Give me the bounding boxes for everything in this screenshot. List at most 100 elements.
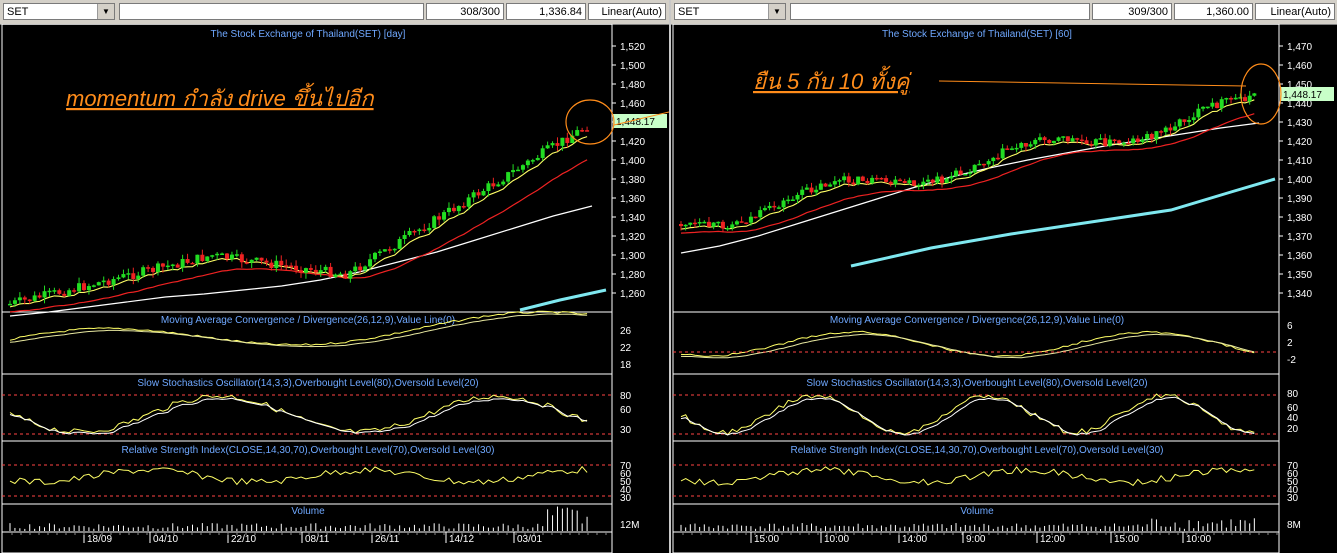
macd-tick-label: 26 [620, 326, 632, 337]
price-tick-label: 1,320 [620, 232, 645, 243]
candle-body [151, 267, 156, 272]
macd-tick-label: 2 [1287, 338, 1293, 349]
candle-body [758, 210, 763, 218]
candle-body [772, 205, 777, 208]
candle-body [832, 181, 837, 185]
candle-body [916, 184, 921, 187]
candle-body [210, 255, 215, 257]
candle-body [427, 227, 432, 231]
price-tick-label: 1,520 [620, 42, 645, 53]
annotation-pointer [938, 80, 1247, 87]
candle-body [1243, 97, 1248, 102]
candle-body [496, 184, 501, 187]
candle-body [239, 254, 244, 263]
candle-body [926, 179, 931, 182]
candle-body [540, 148, 545, 158]
date-tick-label: 9:00 [966, 534, 986, 545]
last-price-badge [1280, 87, 1334, 101]
stoch-tick-label: 80 [620, 391, 632, 402]
candle-body [1014, 147, 1019, 150]
candle-body [888, 181, 893, 185]
price-tick-label: 1,340 [1287, 289, 1312, 300]
candle-body [1056, 137, 1061, 141]
price-tick-label: 1,400 [620, 156, 645, 167]
last-price-badge [613, 114, 667, 128]
candle-body [32, 295, 37, 301]
candle-body [944, 178, 949, 183]
right-info-field [790, 3, 1090, 20]
candle-body [795, 194, 800, 200]
right-symbol-select[interactable]: SET ▼ [674, 3, 786, 20]
candle-body [215, 253, 220, 256]
price-tick-label: 1,340 [620, 213, 645, 224]
candle-body [762, 208, 767, 211]
candle-body [874, 177, 879, 180]
left-chart-canvas[interactable]: The Stock Exchange of Thailand(SET) [day… [0, 24, 669, 553]
rsi-tick-label: 30 [1287, 493, 1299, 504]
date-tick-label: 04/10 [153, 534, 178, 545]
candle-body [1140, 139, 1145, 142]
candle-body [1121, 142, 1126, 145]
candle-body [851, 182, 856, 185]
candle-body [422, 229, 427, 232]
price-tick-label: 1,400 [1287, 175, 1312, 186]
candle-body [560, 137, 565, 146]
candle-body [1229, 98, 1234, 100]
candle-body [734, 221, 739, 225]
candle-body [1173, 126, 1178, 131]
candle-body [545, 145, 550, 149]
left-scale-select[interactable]: Linear(Auto) [588, 3, 666, 20]
candle-body [220, 253, 225, 256]
candle-body [977, 163, 982, 166]
candle-body [506, 172, 511, 182]
price-chart-title: The Stock Exchange of Thailand(SET) [day… [211, 29, 406, 40]
candle-body [387, 249, 392, 251]
candle-body [8, 303, 12, 306]
right-scale-select[interactable]: Linear(Auto) [1255, 3, 1335, 20]
candle-body [697, 222, 702, 224]
candle-body [1196, 108, 1201, 118]
candle-body [972, 164, 977, 173]
price-tick-label: 1,410 [1287, 156, 1312, 167]
date-tick-label: 15:00 [754, 534, 779, 545]
price-tick-label: 1,460 [620, 99, 645, 110]
candle-body [12, 300, 17, 304]
volume-title: Volume [291, 506, 325, 517]
annotation-text: ยืน 5 กับ 10 ทั้งคู่ [753, 65, 912, 95]
macd-tick-label: -2 [1287, 355, 1296, 366]
candle-body [116, 277, 121, 280]
candle-body [1159, 131, 1164, 133]
stoch-tick-label: 60 [620, 405, 632, 416]
left-symbol-select[interactable]: SET ▼ [3, 3, 115, 20]
candle-body [958, 170, 963, 175]
chevron-down-icon[interactable]: ▼ [97, 4, 114, 19]
candle-body [476, 192, 481, 196]
macd-line [9, 310, 588, 346]
candle-body [225, 253, 230, 260]
candle-body [1201, 106, 1206, 109]
right-symbol-value: SET [678, 6, 700, 18]
candle-body [42, 291, 47, 298]
price-tick-label: 1,480 [620, 80, 645, 91]
ma-slow-line [9, 205, 593, 317]
rsi-tick-label: 40 [1287, 485, 1299, 496]
candle-body [921, 181, 926, 185]
candle-body [308, 268, 313, 270]
left-symbol-value: SET [7, 6, 29, 18]
right-chart-canvas[interactable]: The Stock Exchange of Thailand(SET) [60]… [671, 24, 1337, 553]
candle-body [879, 177, 884, 180]
candle-body [790, 199, 795, 202]
candle-body [739, 221, 744, 223]
candle-body [101, 280, 106, 283]
price-tick-label: 1,440 [1287, 99, 1312, 110]
candle-body [688, 222, 693, 225]
price-tick-label: 1,420 [1287, 137, 1312, 148]
chevron-down-icon[interactable]: ▼ [768, 4, 785, 19]
volume-title: Volume [960, 506, 994, 517]
date-tick-label: 18/09 [87, 534, 112, 545]
candle-body [244, 262, 249, 264]
candle-body [195, 254, 200, 264]
candle-body [1098, 138, 1103, 140]
candle-body [692, 222, 697, 225]
candle-body [1061, 136, 1066, 138]
